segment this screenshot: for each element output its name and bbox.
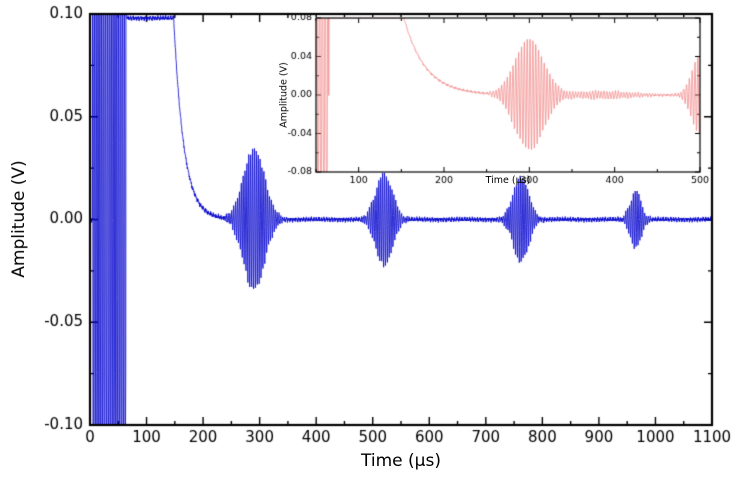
main-x-axis-label: Time (μs) (361, 451, 441, 471)
inset-x-axis-label: Time (μs) (485, 175, 531, 186)
main-y-axis-label: Amplitude (V) (9, 160, 29, 278)
inset-y-axis-label: Amplitude (V) (278, 62, 290, 128)
